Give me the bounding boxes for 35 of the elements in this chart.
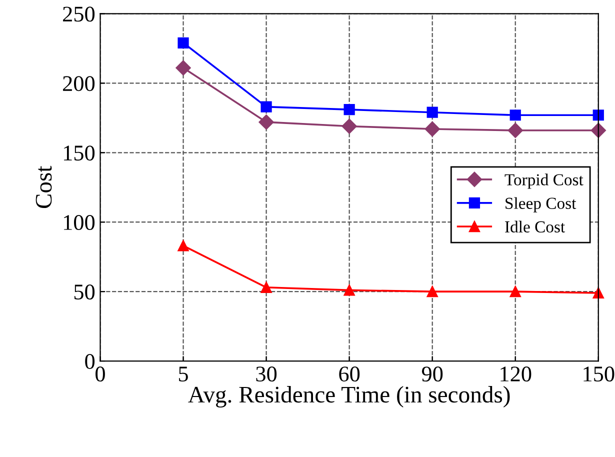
point bbox=[176, 60, 191, 76]
point bbox=[590, 122, 606, 138]
point bbox=[344, 284, 355, 296]
y-tick-label: 150 bbox=[64, 146, 95, 161]
legend-label: Torpid Cost bbox=[504, 174, 584, 189]
point bbox=[426, 106, 438, 118]
point bbox=[510, 110, 521, 121]
point bbox=[426, 286, 438, 298]
point bbox=[508, 122, 523, 138]
legend-label: Sleep Cost bbox=[506, 197, 576, 212]
y-tick-label: 50 bbox=[74, 284, 95, 300]
point bbox=[342, 118, 357, 134]
x-tick-label: 0 bbox=[96, 366, 105, 382]
y-axis-title: Cost bbox=[36, 166, 52, 208]
x-tick-label: 30 bbox=[256, 366, 277, 382]
point bbox=[260, 282, 272, 293]
y-tick-label: 200 bbox=[63, 76, 95, 92]
y-tick-label: 250 bbox=[63, 6, 95, 22]
point bbox=[510, 286, 521, 298]
x-tick-label: 5 bbox=[179, 366, 188, 382]
y-tick-label: 0 bbox=[85, 354, 95, 369]
point bbox=[592, 110, 604, 121]
x-axis-title: Avg. Residence Time (in seconds) bbox=[188, 386, 510, 408]
x-tick-label: 60 bbox=[339, 366, 360, 382]
point bbox=[260, 101, 272, 112]
y-tick-label: 100 bbox=[64, 215, 95, 230]
x-tick-label: 150 bbox=[584, 366, 614, 382]
point bbox=[424, 121, 440, 137]
point bbox=[258, 114, 274, 130]
point bbox=[178, 240, 189, 252]
x-tick-label: 120 bbox=[500, 366, 532, 382]
x-tick-label: 90 bbox=[422, 366, 443, 382]
legend-label: Idle Cost bbox=[505, 220, 566, 233]
point bbox=[178, 37, 189, 48]
point bbox=[344, 104, 355, 116]
